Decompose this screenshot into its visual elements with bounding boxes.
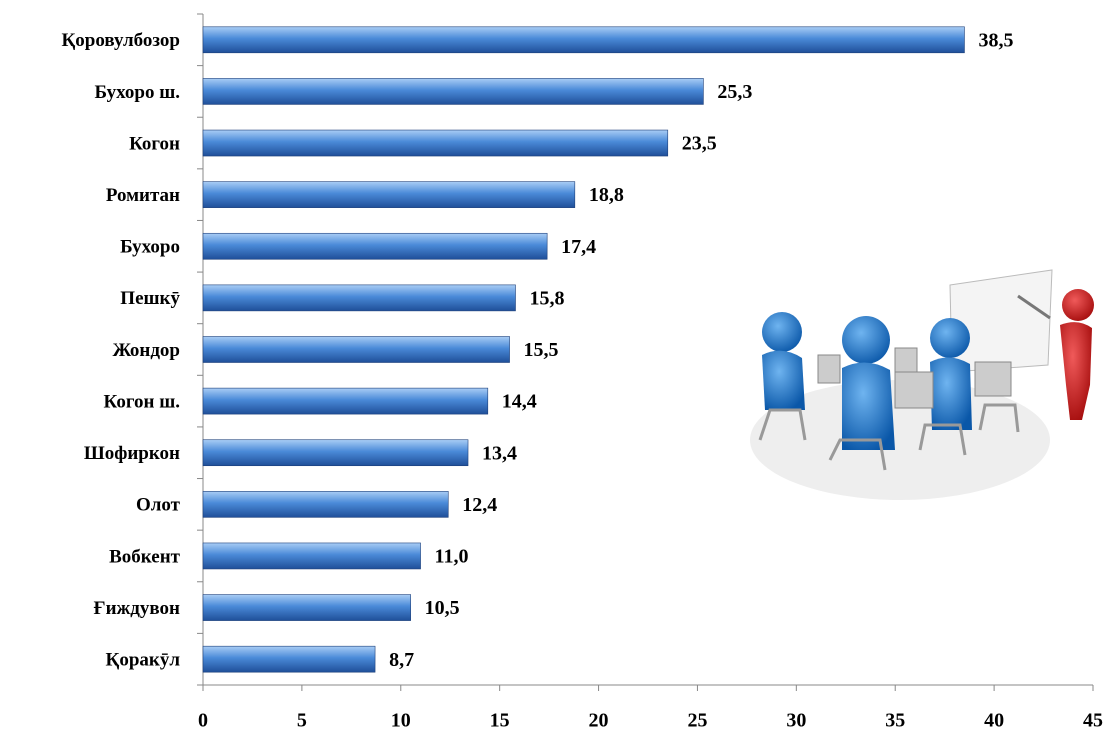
- x-tick-label: 10: [391, 710, 411, 732]
- y-tick-label: Когон: [129, 133, 180, 154]
- value-label: 38,5: [978, 29, 1013, 51]
- y-tick-label: Жондор: [113, 340, 180, 361]
- bar: [202, 542, 421, 570]
- value-label: 11,0: [435, 546, 469, 568]
- value-label: 15,8: [529, 287, 564, 309]
- value-label: 18,8: [589, 184, 624, 206]
- y-tick-label: Бухоро: [120, 237, 180, 258]
- y-tick-label: Бухоро ш.: [95, 82, 180, 103]
- value-label: 14,4: [502, 391, 537, 413]
- bar: [202, 387, 489, 415]
- x-tick-label: 15: [490, 710, 510, 732]
- bar: [202, 594, 411, 621]
- y-tick-label: Ғиждувон: [93, 598, 180, 619]
- y-tick-label: Шофиркон: [84, 443, 180, 464]
- y-tick-label: Когон ш.: [104, 391, 180, 412]
- x-tick-label: 40: [984, 710, 1004, 732]
- y-tick-label: Олот: [136, 495, 181, 516]
- x-tick-label: 0: [198, 710, 208, 732]
- x-tick-label: 30: [786, 710, 806, 732]
- x-tick-label: 35: [885, 710, 905, 732]
- y-tick-label: Қоракӯл: [106, 650, 181, 671]
- value-label: 15,5: [524, 339, 559, 361]
- value-label: 10,5: [425, 597, 460, 619]
- bar: [202, 78, 704, 105]
- bar: [202, 181, 576, 208]
- clipart: [750, 269, 1094, 500]
- bar: [202, 284, 516, 312]
- value-label: 13,4: [482, 442, 517, 464]
- bar: [202, 336, 510, 363]
- bar: [202, 129, 669, 157]
- bar: [202, 439, 469, 467]
- value-label: 8,7: [389, 649, 414, 671]
- x-tick-label: 45: [1083, 710, 1103, 732]
- bar: [202, 645, 376, 673]
- bar: [202, 26, 965, 54]
- x-tick-label: 25: [687, 710, 707, 732]
- value-label: 12,4: [462, 494, 497, 516]
- y-tick-label: Ромитан: [106, 185, 180, 206]
- x-tick-label: 20: [589, 710, 609, 732]
- value-label: 25,3: [717, 81, 752, 103]
- y-tick-label: Қоровулбозор: [61, 30, 180, 51]
- bar: [202, 491, 449, 518]
- y-tick-label: Пешкӯ: [120, 288, 180, 309]
- x-tick-label: 5: [297, 710, 307, 732]
- y-tick-label: Вобкент: [109, 546, 181, 567]
- value-label: 23,5: [682, 133, 717, 155]
- bar: [202, 232, 548, 260]
- value-label: 17,4: [561, 236, 596, 258]
